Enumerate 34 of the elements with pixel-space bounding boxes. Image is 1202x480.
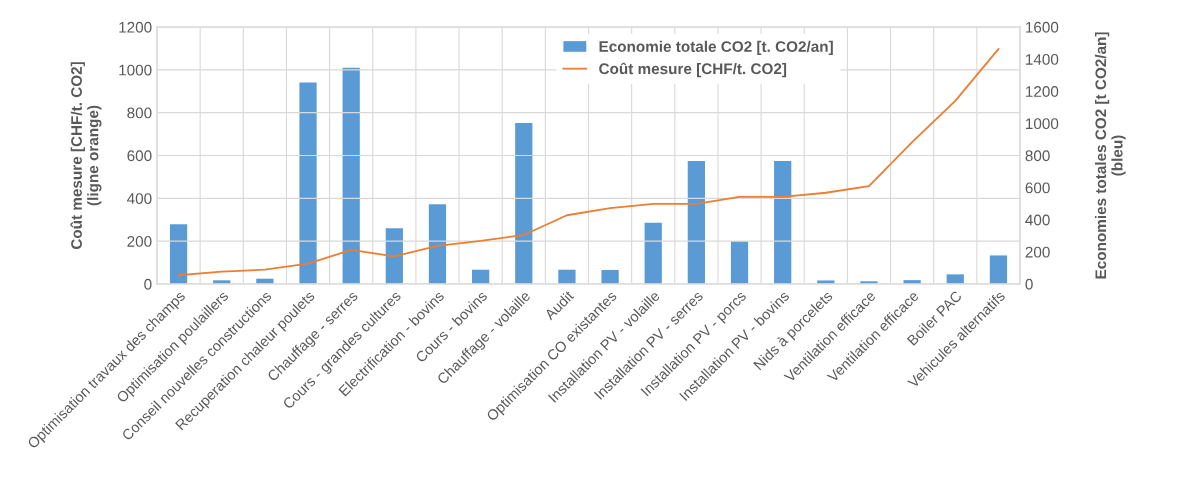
y2-tick-label: 1400 [1026,53,1059,65]
bar [169,224,188,284]
y2-tick-label: 1000 [1026,118,1059,130]
bar [558,269,576,284]
bar [946,274,964,284]
y-tick-label: 1000 [119,64,152,76]
bar [601,270,619,284]
legend-label: Economie totale CO2 [t. CO2/an] [599,40,833,55]
bar [515,122,533,284]
y2-tick-label: 0 [1025,278,1033,290]
y2-tick-label: 800 [1025,150,1050,162]
bar [730,241,749,284]
y2-tick-label: 1600 [1026,21,1059,33]
bar [342,67,360,284]
y2-tick-label: 1200 [1026,86,1059,97]
y2-tick-label: 400 [1025,214,1050,226]
y-tick-label: 200 [127,236,152,247]
y2-axis-title: Economies totales CO2 [t CO2/an] (bleu) [1094,32,1126,279]
bar [299,82,317,284]
y-tick-label: 400 [127,193,152,205]
bar [385,228,403,284]
bar [774,161,792,284]
y-axis-title: Coût mesure [CHF/t. CO2] (ligne orange) [70,62,102,250]
bar [989,255,1008,284]
bar [644,222,662,284]
bar [687,161,705,284]
y-tick-label: 800 [127,107,152,119]
y2-tick-label: 600 [1025,182,1050,194]
bar [428,204,447,284]
legend-label: Coût mesure [CHF/t. CO2] [599,62,787,78]
y-tick-label: 1200 [119,21,152,33]
y-tick-label: 0 [144,278,152,290]
y2-tick-label: 200 [1025,246,1050,258]
y-tick-label: 600 [127,150,152,162]
